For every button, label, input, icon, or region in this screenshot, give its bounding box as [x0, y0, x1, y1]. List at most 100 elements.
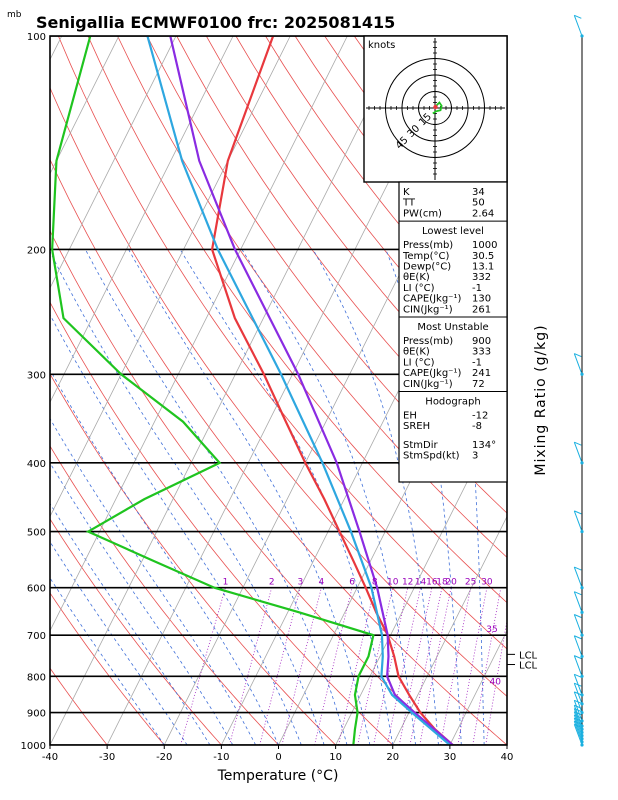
index-unstable-label: Press(mb)	[403, 336, 453, 347]
dry-adiabat	[50, 667, 108, 745]
mixing-ratio-line	[485, 618, 507, 745]
index-hodo-label: StmDir	[403, 440, 438, 451]
wind-barb-flag	[574, 510, 582, 515]
wind-barb-shaft	[573, 591, 583, 613]
index-hodo-label: EH	[403, 411, 417, 422]
dry-adiabat	[50, 158, 507, 745]
lowest-level-title: Lowest level	[422, 226, 484, 237]
index-top-label: K	[403, 187, 410, 198]
dry-adiabat	[50, 518, 222, 745]
dewpoint-trace	[51, 36, 375, 745]
temperature-trace	[210, 36, 454, 745]
pressure-tick-label: 800	[27, 672, 46, 683]
dry-adiabat	[50, 592, 165, 745]
index-top-label: PW(cm)	[403, 208, 442, 219]
mixing-ratio-line	[338, 587, 376, 745]
wind-barb-shaft	[573, 353, 583, 375]
wind-barb-flag	[574, 441, 582, 446]
mixing-ratio-label: 1	[223, 578, 229, 588]
index-lowest-value: 13.1	[472, 262, 494, 273]
index-top-value: 34	[472, 187, 485, 198]
hodograph-storm-marker	[433, 104, 438, 110]
index-lowest-label: Temp(°C)	[402, 251, 450, 262]
wind-barb-shaft	[573, 15, 583, 37]
pressure-tick-label: 500	[27, 528, 46, 539]
moist-adiabat	[50, 417, 257, 745]
temperature-tick-label: 30	[444, 752, 457, 763]
wind-barb-shaft	[573, 691, 583, 713]
index-unstable-label: LI (°C)	[403, 357, 435, 368]
moist-adiabat	[50, 250, 325, 745]
index-unstable-value: -1	[472, 357, 482, 368]
index-hodo-value: 3	[472, 451, 478, 462]
mixing-ratio-line	[386, 587, 421, 745]
wind-barb-flag	[574, 614, 582, 618]
pressure-tick-label: 600	[27, 584, 46, 595]
index-unstable-label: CAPE(Jkg⁻¹)	[403, 368, 461, 379]
index-lowest-label: LI (°C)	[403, 283, 435, 294]
pressure-tick-label: 200	[27, 245, 46, 256]
index-lowest-label: θE(K)	[403, 272, 430, 283]
hodograph-index-title: Hodograph	[425, 397, 480, 408]
mixing-ratio-line	[409, 587, 443, 745]
pressure-tick-label: 900	[27, 709, 46, 720]
temperature-tick-label: -10	[213, 752, 229, 763]
wind-barb-flag	[574, 655, 582, 660]
mixing-ratio-label: 20	[445, 578, 457, 588]
hodograph-trace	[432, 101, 443, 115]
index-hodo-label: StmSpd(kt)	[403, 451, 460, 462]
wind-barb-shaft	[573, 510, 583, 532]
indices-frame	[398, 181, 508, 483]
traces	[51, 36, 454, 745]
wind-barb-flag	[574, 353, 582, 358]
temperature-tick-label: -30	[99, 752, 115, 763]
temperature-tick-label: 10	[329, 752, 342, 763]
mixing-ratio-axis-label: Mixing Ratio (g/kg)	[533, 324, 549, 475]
pressure-unit-label: mb	[7, 10, 22, 20]
dry-adiabat	[50, 301, 394, 745]
grid	[50, 36, 507, 745]
mixing-ratio-label: 14	[415, 578, 427, 588]
mixing-ratio-label: 16	[426, 578, 438, 588]
mixing-ratio-label: 6	[349, 578, 355, 588]
lcl-label: LCL	[519, 661, 538, 672]
mixing-ratio-label: 10	[387, 578, 399, 588]
index-unstable-value: 333	[472, 347, 491, 358]
wind-barb-flag	[574, 591, 582, 596]
wind-barb-flag	[574, 14, 582, 19]
index-lowest-value: -1	[472, 283, 482, 294]
index-lowest-value: 332	[472, 272, 491, 283]
temperature-tick-label: -40	[42, 752, 58, 763]
index-lowest-label: CAPE(Jkg⁻¹)	[403, 294, 461, 305]
index-unstable-value: 72	[472, 379, 485, 390]
moist-adiabat	[241, 249, 416, 745]
index-top-label: TT	[402, 198, 416, 209]
pressure-tick-label: 300	[27, 370, 46, 381]
moist-adiabat	[128, 249, 371, 745]
mixing-ratio-label: 40	[490, 678, 502, 688]
lcl-label: LCL	[519, 650, 538, 661]
mixing-ratio-line	[472, 587, 502, 745]
mixing-ratio-label: 3	[297, 578, 303, 588]
wind-barb-flag	[574, 635, 582, 640]
wind-barb-shaft	[573, 442, 583, 464]
virtual-parcel-trace	[146, 36, 451, 745]
mixing-ratio-line	[457, 587, 488, 745]
temperature-tick-label: 40	[501, 752, 514, 763]
moist-adiabat	[50, 541, 188, 745]
mixing-ratio-label: 2	[269, 578, 275, 588]
wind-barb-shaft	[573, 655, 583, 677]
isotherm	[335, 401, 507, 745]
wind-barb-shaft	[573, 705, 583, 727]
wind-barb-shaft	[573, 635, 583, 657]
mixing-ratio-label: 35	[486, 625, 497, 635]
temperature-tick-label: 20	[386, 752, 399, 763]
isotherm	[50, 36, 120, 175]
isotherm	[50, 36, 177, 289]
wind-barb-shaft	[573, 683, 583, 705]
mixing-ratio-line	[229, 587, 273, 745]
pressure-tick-label: 400	[27, 459, 46, 470]
mixing-ratio-label: 18	[436, 578, 448, 588]
wind-barb-flag	[574, 566, 582, 571]
